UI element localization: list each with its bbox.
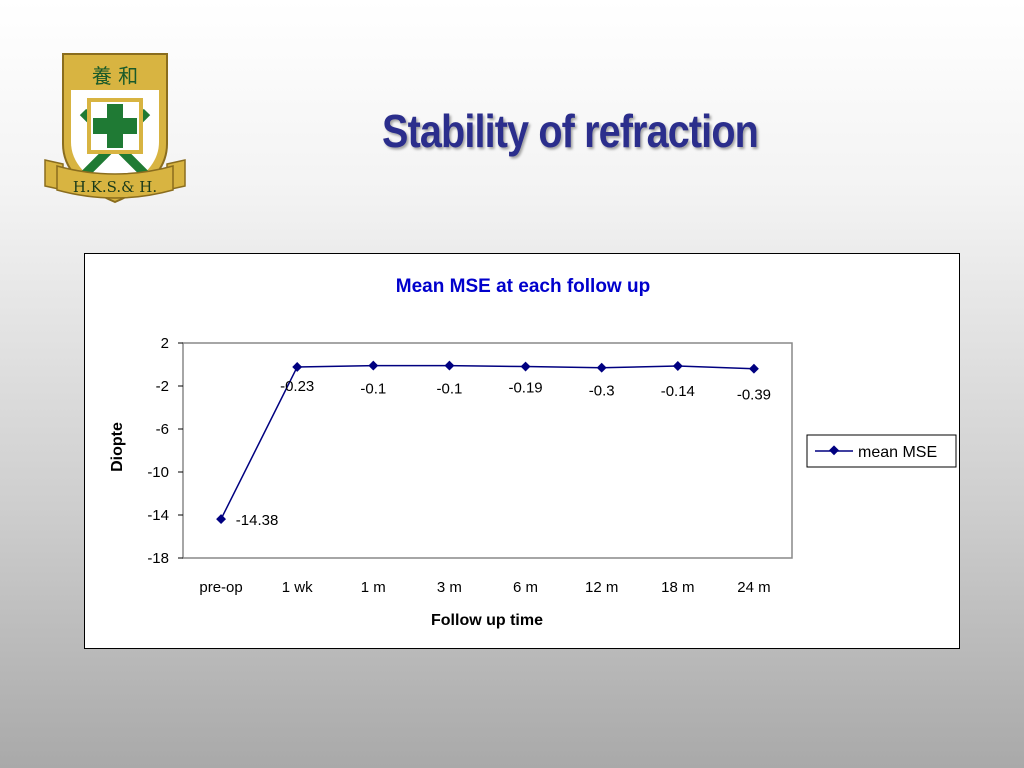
y-tick-label: -6 bbox=[156, 421, 169, 438]
x-tick-label: 3 m bbox=[437, 579, 462, 596]
data-label: -0.19 bbox=[508, 380, 542, 397]
series-mean-mse bbox=[216, 360, 759, 525]
y-tick-label: 2 bbox=[161, 335, 169, 352]
data-point bbox=[444, 360, 455, 371]
plot-area bbox=[182, 342, 793, 559]
chart-title: Mean MSE at each follow up bbox=[396, 276, 650, 297]
data-label: -14.38 bbox=[236, 512, 279, 529]
data-point bbox=[748, 363, 759, 374]
x-axis: pre-op 1 wk 1 m 3 m 6 m 12 m 18 m 24 m bbox=[199, 579, 770, 596]
series-line bbox=[220, 364, 754, 520]
x-axis-title: Follow up time bbox=[431, 612, 543, 629]
data-point bbox=[596, 362, 607, 373]
legend-marker bbox=[829, 445, 839, 456]
chart-frame: Mean MSE at each follow up 2 -2 -6 -10 -14 -1… bbox=[84, 253, 960, 649]
y-tick-label: -18 bbox=[147, 550, 169, 567]
y-axis-title: Diopte bbox=[109, 422, 126, 472]
x-tick-label: 18 m bbox=[661, 579, 694, 596]
data-point bbox=[292, 362, 303, 372]
legend: mean MSE bbox=[806, 434, 957, 468]
data-label: -0.1 bbox=[360, 381, 386, 398]
data-point bbox=[216, 514, 227, 525]
x-tick-label: 6 m bbox=[513, 579, 538, 596]
x-tick-label: 1 m bbox=[361, 579, 386, 596]
data-point bbox=[672, 361, 683, 371]
hospital-logo: 養 和 H.K.S.& H. bbox=[44, 53, 186, 204]
y-tick-label: -2 bbox=[156, 378, 169, 395]
data-point bbox=[520, 361, 531, 372]
y-tick-label: -10 bbox=[147, 464, 169, 481]
x-tick-label: 12 m bbox=[585, 579, 618, 596]
data-label: -0.1 bbox=[437, 381, 463, 398]
logo-top-text: 養 和 bbox=[92, 64, 138, 88]
data-label: -0.14 bbox=[661, 383, 695, 400]
slide-title: Stability of refraction bbox=[382, 105, 759, 157]
x-tick-label: 1 wk bbox=[282, 579, 313, 596]
y-axis: 2 -2 -6 -10 -14 -18 bbox=[147, 335, 183, 567]
data-labels: -14.38 -0.23 -0.1 -0.1 -0.19 -0.3 -0.14 -0.39 bbox=[236, 378, 771, 529]
data-label: -0.23 bbox=[280, 378, 314, 395]
data-label: -0.3 bbox=[589, 383, 615, 400]
line-chart: Mean MSE at each follow up 2 -2 -6 -10 -14 -1… bbox=[109, 276, 957, 629]
data-label: -0.39 bbox=[737, 387, 771, 404]
data-point bbox=[368, 360, 379, 371]
x-tick-label: pre-op bbox=[199, 579, 242, 596]
y-tick-label: -14 bbox=[147, 507, 169, 524]
logo-ribbon-text: H.K.S.& H. bbox=[73, 178, 157, 196]
x-tick-label: 24 m bbox=[737, 579, 770, 596]
legend-label: mean MSE bbox=[858, 444, 937, 461]
